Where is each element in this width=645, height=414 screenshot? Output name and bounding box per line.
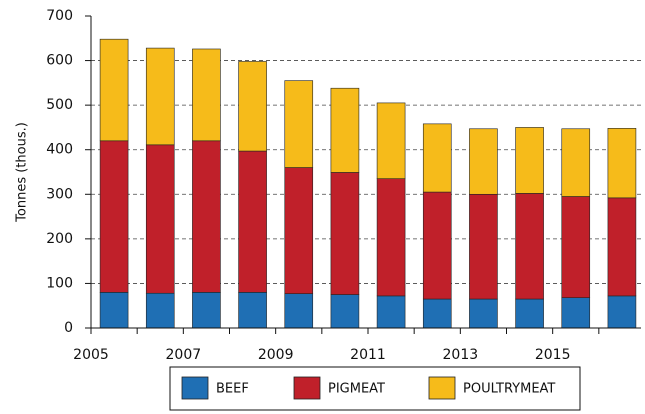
bar-segment	[422, 191, 452, 300]
x-tick-label: 2011	[350, 347, 386, 363]
bar-segment	[284, 80, 314, 168]
y-tick-label: 0	[64, 320, 73, 336]
bar-segment	[376, 102, 406, 179]
x-tick-label: 2005	[73, 347, 109, 363]
bar-segment	[561, 297, 591, 329]
y-tick-label: 400	[46, 142, 73, 158]
bar-segment	[469, 298, 498, 329]
bar-segment	[422, 123, 452, 193]
bar-segment	[192, 292, 221, 329]
bar-segment	[99, 38, 129, 142]
bar-segment	[607, 128, 637, 199]
bar-segment	[561, 128, 591, 197]
bar-segment	[515, 298, 544, 329]
legend-swatch	[293, 376, 321, 400]
bar-segment	[469, 128, 498, 195]
bar-segment	[238, 292, 267, 329]
bar-segment	[515, 193, 544, 300]
bar-segment	[238, 61, 267, 152]
bar-segment	[515, 127, 544, 194]
bar-segment	[469, 193, 498, 300]
legend-swatch	[428, 376, 456, 400]
bar-segment	[284, 293, 314, 329]
bar-segment	[561, 196, 591, 298]
bar-segment	[238, 150, 267, 293]
x-tick-label: 2007	[166, 347, 202, 363]
legend-label: POULTRYMEAT	[463, 382, 555, 397]
bar-segment	[145, 292, 175, 329]
bar-segment	[607, 197, 637, 297]
bar-segment	[99, 292, 129, 329]
legend-label: PIGMEAT	[328, 382, 385, 397]
y-tick-label: 200	[46, 231, 73, 247]
bar-segment	[330, 87, 360, 173]
bar-segment	[99, 140, 129, 293]
bar-segment	[145, 144, 175, 294]
bar-segment	[376, 295, 406, 329]
legend-swatch	[181, 376, 209, 400]
bar-segment	[145, 47, 175, 146]
bar-segment	[330, 294, 360, 329]
bar-segment	[330, 172, 360, 295]
y-tick-label: 700	[46, 8, 73, 24]
y-tick-label: 500	[46, 97, 73, 113]
y-tick-label: 600	[46, 53, 73, 69]
x-tick-label: 2013	[443, 347, 479, 363]
x-tick-label: 2015	[535, 347, 571, 363]
bar-segment	[422, 298, 452, 329]
y-axis-label: Tonnes (thous.)	[15, 122, 30, 223]
bar-segment	[376, 178, 406, 297]
y-tick-label: 100	[46, 275, 73, 291]
y-tick-label: 300	[46, 186, 73, 202]
bar-segment	[192, 140, 221, 293]
legend-label: BEEF	[216, 382, 249, 397]
bar-segment	[192, 48, 221, 142]
bar-segment	[284, 167, 314, 294]
bar-segment	[607, 295, 637, 329]
legend-box	[169, 366, 581, 411]
x-tick-label: 2009	[258, 347, 294, 363]
